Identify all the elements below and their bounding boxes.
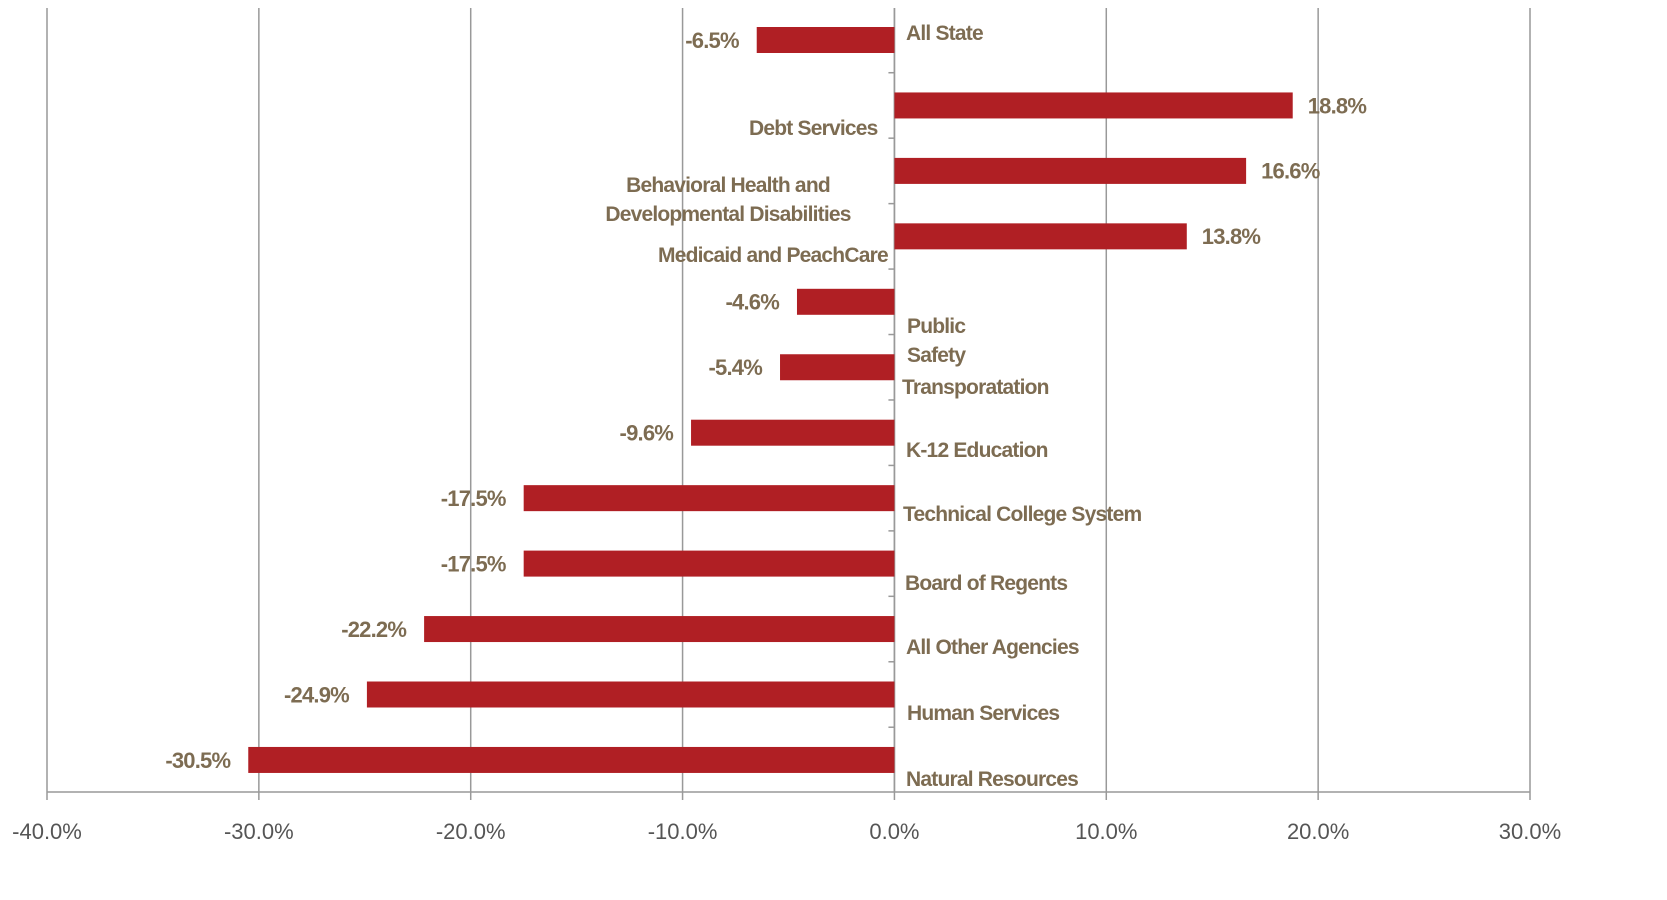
x-tick-label: 0.0% — [869, 819, 919, 844]
x-tick-label: -30.0% — [224, 819, 294, 844]
bar — [523, 485, 895, 512]
category-label: Natural Resources — [906, 767, 1079, 791]
bar — [894, 223, 1187, 250]
x-tick-label: 20.0% — [1287, 819, 1349, 844]
category-label: Human Services — [907, 701, 1060, 725]
value-label: -6.5% — [685, 28, 739, 53]
value-label: -4.6% — [725, 290, 779, 315]
category-label: Behavioral Health and Developmental Disa… — [605, 174, 851, 226]
value-label: -9.6% — [620, 421, 674, 446]
bar — [691, 419, 895, 446]
bar — [424, 616, 895, 643]
category-label: Transporatation — [902, 375, 1050, 399]
x-tick-label: -10.0% — [648, 819, 718, 844]
value-label: -30.5% — [165, 748, 230, 773]
bar — [366, 681, 895, 708]
value-label: -17.5% — [441, 551, 506, 576]
bar — [523, 550, 895, 577]
category-label: Debt Services — [749, 116, 878, 140]
bar — [780, 354, 895, 381]
category-label: All State — [906, 21, 984, 45]
x-tick-label: 10.0% — [1075, 819, 1137, 844]
value-label: -5.4% — [709, 355, 763, 380]
value-label: -22.2% — [341, 617, 406, 642]
value-label: 18.8% — [1308, 93, 1367, 118]
bar — [894, 92, 1293, 119]
category-label: Public Safety — [907, 315, 966, 367]
value-label: 16.6% — [1261, 159, 1320, 184]
bar — [894, 157, 1247, 184]
x-tick-label: -20.0% — [436, 819, 506, 844]
x-tick-label: -40.0% — [12, 819, 82, 844]
value-label: -17.5% — [441, 486, 506, 511]
category-label: Medicaid and PeachCare — [658, 243, 889, 267]
value-label: -24.9% — [284, 682, 349, 707]
x-tick-label: 30.0% — [1499, 819, 1561, 844]
category-label: K-12 Education — [906, 438, 1048, 462]
category-label: All Other Agencies — [906, 635, 1080, 659]
category-label: Technical College System — [903, 502, 1142, 526]
category-label: Board of Regents — [905, 571, 1068, 595]
bar — [756, 27, 895, 53]
bar — [796, 288, 895, 315]
bar — [248, 746, 895, 773]
value-label: 13.8% — [1202, 224, 1261, 249]
